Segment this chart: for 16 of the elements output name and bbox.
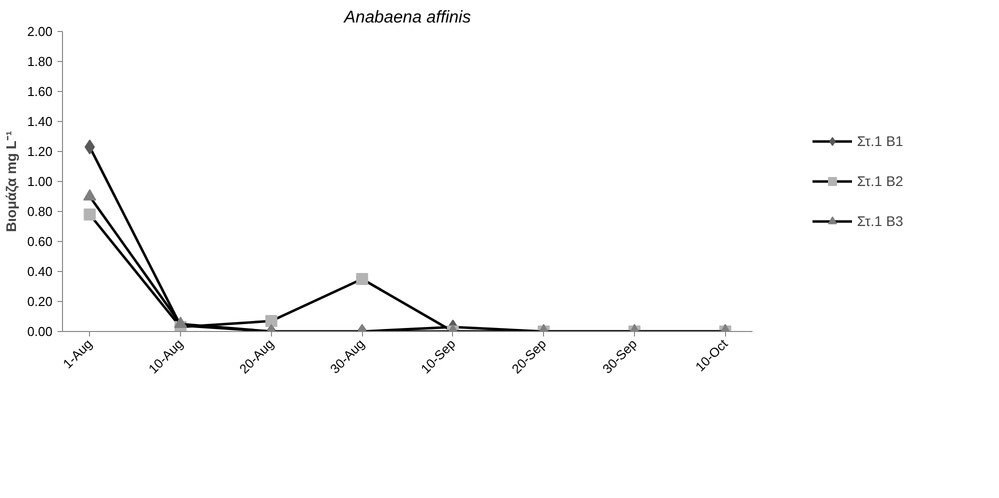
y-tick-label: 0.20 <box>27 294 53 309</box>
y-tick-label: 1.40 <box>27 114 53 129</box>
y-tick-label: 0.60 <box>27 234 53 249</box>
y-axis-title: Βιομάζα mg L⁻¹ <box>3 130 20 232</box>
y-tick-label: 1.20 <box>27 144 53 159</box>
y-tick-label: 0.00 <box>27 324 53 339</box>
y-tick-label: 1.80 <box>27 54 53 69</box>
legend-label: Στ.1 B2 <box>857 173 904 189</box>
legend-label: Στ.1 B1 <box>857 133 904 149</box>
y-tick-label: 2.00 <box>27 24 53 39</box>
legend-label: Στ.1 B3 <box>857 213 904 229</box>
chart-title: Anabaena affinis <box>343 8 472 26</box>
y-tick-label: 1.60 <box>27 84 53 99</box>
y-tick-label: 1.00 <box>27 174 53 189</box>
y-tick-label: 0.40 <box>27 264 53 279</box>
y-tick-label: 0.80 <box>27 204 53 219</box>
